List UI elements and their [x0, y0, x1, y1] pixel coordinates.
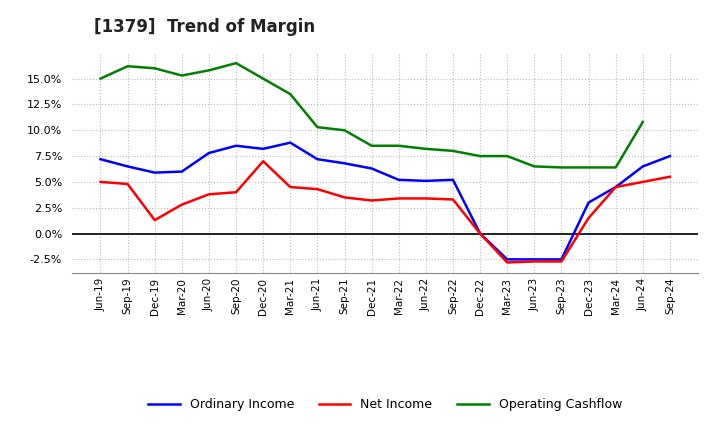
Ordinary Income [341, 161, 349, 166]
Ordinary Income [232, 143, 240, 148]
Net Income [421, 196, 430, 201]
Net Income [204, 192, 213, 197]
Operating Cashflow [259, 76, 268, 81]
Operating Cashflow [178, 73, 186, 78]
Ordinary Income [204, 150, 213, 156]
Line: Operating Cashflow: Operating Cashflow [101, 63, 643, 168]
Operating Cashflow [123, 64, 132, 69]
Ordinary Income [150, 170, 159, 175]
Net Income [395, 196, 403, 201]
Operating Cashflow [639, 119, 647, 125]
Operating Cashflow [503, 154, 511, 159]
Net Income [503, 260, 511, 265]
Operating Cashflow [96, 76, 105, 81]
Operating Cashflow [557, 165, 566, 170]
Net Income [178, 202, 186, 207]
Ordinary Income [421, 178, 430, 183]
Line: Net Income: Net Income [101, 161, 670, 263]
Net Income [123, 181, 132, 187]
Operating Cashflow [530, 164, 539, 169]
Operating Cashflow [286, 92, 294, 97]
Operating Cashflow [611, 165, 620, 170]
Ordinary Income [286, 140, 294, 145]
Net Income [557, 259, 566, 264]
Net Income [611, 184, 620, 190]
Operating Cashflow [449, 148, 457, 154]
Ordinary Income [557, 257, 566, 262]
Operating Cashflow [584, 165, 593, 170]
Ordinary Income [178, 169, 186, 174]
Operating Cashflow [476, 154, 485, 159]
Ordinary Income [367, 166, 376, 171]
Ordinary Income [96, 157, 105, 162]
Net Income [259, 158, 268, 164]
Ordinary Income [503, 257, 511, 262]
Net Income [639, 179, 647, 184]
Net Income [286, 184, 294, 190]
Ordinary Income [665, 154, 674, 159]
Net Income [665, 174, 674, 180]
Net Income [96, 179, 105, 184]
Net Income [367, 198, 376, 203]
Operating Cashflow [367, 143, 376, 148]
Net Income [341, 195, 349, 200]
Text: [1379]  Trend of Margin: [1379] Trend of Margin [94, 18, 315, 36]
Ordinary Income [611, 184, 620, 190]
Net Income [150, 217, 159, 223]
Ordinary Income [476, 231, 485, 236]
Operating Cashflow [204, 68, 213, 73]
Line: Ordinary Income: Ordinary Income [101, 143, 670, 259]
Ordinary Income [449, 177, 457, 183]
Ordinary Income [584, 200, 593, 205]
Ordinary Income [395, 177, 403, 183]
Ordinary Income [259, 146, 268, 151]
Net Income [449, 197, 457, 202]
Operating Cashflow [421, 146, 430, 151]
Operating Cashflow [341, 128, 349, 133]
Operating Cashflow [150, 66, 159, 71]
Net Income [584, 216, 593, 221]
Ordinary Income [123, 164, 132, 169]
Net Income [232, 190, 240, 195]
Ordinary Income [639, 164, 647, 169]
Net Income [476, 231, 485, 236]
Operating Cashflow [232, 60, 240, 66]
Net Income [313, 187, 322, 192]
Ordinary Income [313, 157, 322, 162]
Legend: Ordinary Income, Net Income, Operating Cashflow: Ordinary Income, Net Income, Operating C… [143, 393, 627, 416]
Operating Cashflow [313, 125, 322, 130]
Net Income [530, 259, 539, 264]
Operating Cashflow [395, 143, 403, 148]
Ordinary Income [530, 257, 539, 262]
